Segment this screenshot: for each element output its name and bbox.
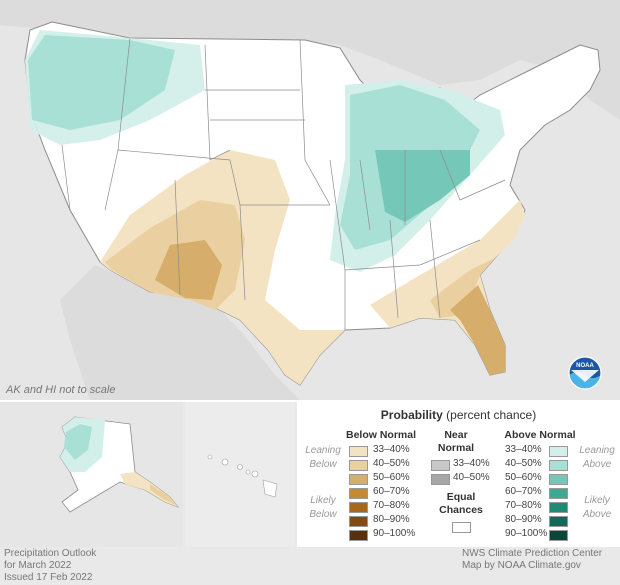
footer-right: NWS Climate Prediction Center Map by NOA…: [462, 548, 602, 572]
legend-title-bold: Probability: [380, 408, 443, 422]
near-header-line1: Near: [444, 429, 468, 441]
noaa-logo: NOAA: [568, 356, 602, 390]
above-swatch-1: [549, 446, 568, 457]
leaning-below-line1: Leaning: [305, 445, 341, 456]
alaska-inset: [0, 402, 183, 547]
below-label-6: 80–90%: [373, 514, 410, 525]
below-swatch-6: [349, 516, 368, 527]
below-label-2: 40–50%: [373, 458, 410, 469]
main-map: [0, 0, 620, 400]
above-label-2: 40–50%: [505, 458, 542, 469]
ak-above-40: [64, 424, 92, 460]
above-swatch-7: [549, 530, 568, 541]
legend-title: Probability (percent chance): [297, 408, 620, 422]
leaning-below-line2: Below: [309, 459, 337, 470]
hawaii-map: [185, 402, 295, 547]
near-header-line2: Normal: [437, 442, 475, 454]
footer-left: Precipitation Outlook for March 2022 Iss…: [4, 548, 96, 584]
above-ov-50: [375, 150, 470, 222]
below-label-3: 50–60%: [373, 472, 410, 483]
above-label-1: 33–40%: [505, 444, 542, 455]
below-label-4: 60–70%: [373, 486, 410, 497]
likely-above-line1: Likely: [584, 495, 610, 506]
above-swatch-6: [549, 516, 568, 527]
conus-map: [0, 0, 620, 400]
panel-divider: [0, 400, 620, 402]
below-swatch-7: [349, 530, 368, 541]
below-swatch-5: [349, 502, 368, 513]
near-swatch-2: [431, 474, 450, 485]
canada-land: [0, 0, 620, 120]
above-label-6: 80–90%: [505, 514, 542, 525]
noaa-logo-text: NOAA: [576, 363, 594, 369]
above-label-4: 60–70%: [505, 486, 542, 497]
mexico-land: [60, 265, 300, 400]
above-swatch-3: [549, 474, 568, 485]
below-sw-50: [155, 240, 222, 300]
credit-map: Map by NOAA Climate.gov: [462, 560, 581, 571]
equal-chances-line1: Equal: [446, 491, 476, 503]
leaning-above-line1: Leaning: [579, 445, 615, 456]
likely-above-label: Likely Above: [574, 494, 620, 522]
equal-chances-label: Equal Chances: [433, 491, 489, 517]
likely-below-label: Likely Below: [301, 494, 345, 522]
ak-below-40: [150, 484, 176, 505]
likely-below-line1: Likely: [310, 495, 336, 506]
legend: Probability (percent chance) Below Norma…: [297, 402, 620, 547]
credit-cpc: NWS Climate Prediction Center: [462, 548, 603, 559]
state-lines: [61, 37, 506, 330]
noaa-logo-icon: NOAA: [568, 356, 602, 390]
likely-below-line2: Below: [309, 509, 337, 520]
above-nw-40: [28, 35, 175, 130]
above-label-3: 50–60%: [505, 472, 542, 483]
equal-chances-line2: Chances: [439, 504, 483, 516]
below-se-40: [430, 258, 495, 318]
equal-chances-swatch: [452, 522, 471, 533]
below-label-5: 70–80%: [373, 500, 410, 511]
below-swatch-2: [349, 460, 368, 471]
below-label-7: 90–100%: [373, 528, 416, 539]
hawaii-islands: [207, 454, 278, 498]
near-swatch-1: [431, 460, 450, 471]
above-swatch-2: [549, 460, 568, 471]
near-label-2: 40–50%: [453, 472, 490, 483]
leaning-above-line2: Above: [582, 459, 612, 470]
outlook-period: for March 2022: [4, 560, 72, 571]
scale-note: AK and HI not to scale: [6, 384, 116, 396]
issue-date: Issued 17 Feb 2022: [4, 572, 93, 583]
below-se-50: [450, 285, 505, 375]
below-label-1: 33–40%: [373, 444, 410, 455]
below-swatch-4: [349, 488, 368, 499]
leaning-below-label: Leaning Below: [301, 444, 345, 472]
outlook-title: Precipitation Outlook: [4, 548, 97, 559]
above-normal-header: Above Normal: [504, 429, 576, 441]
legend-title-rest: (percent chance): [446, 408, 537, 422]
below-swatch-3: [349, 474, 368, 485]
above-swatch-5: [549, 502, 568, 513]
above-label-7: 90–100%: [505, 528, 548, 539]
alaska-map: [0, 402, 183, 547]
leaning-above-label: Leaning Above: [574, 444, 620, 472]
above-swatch-4: [549, 488, 568, 499]
near-label-1: 33–40%: [453, 458, 490, 469]
near-normal-header: Near Normal: [436, 429, 476, 455]
below-swatch-1: [349, 446, 368, 457]
below-normal-header: Below Normal: [345, 429, 416, 441]
likely-above-line2: Above: [582, 509, 612, 520]
above-label-5: 70–80%: [505, 500, 542, 511]
hawaii-inset: [185, 402, 295, 547]
